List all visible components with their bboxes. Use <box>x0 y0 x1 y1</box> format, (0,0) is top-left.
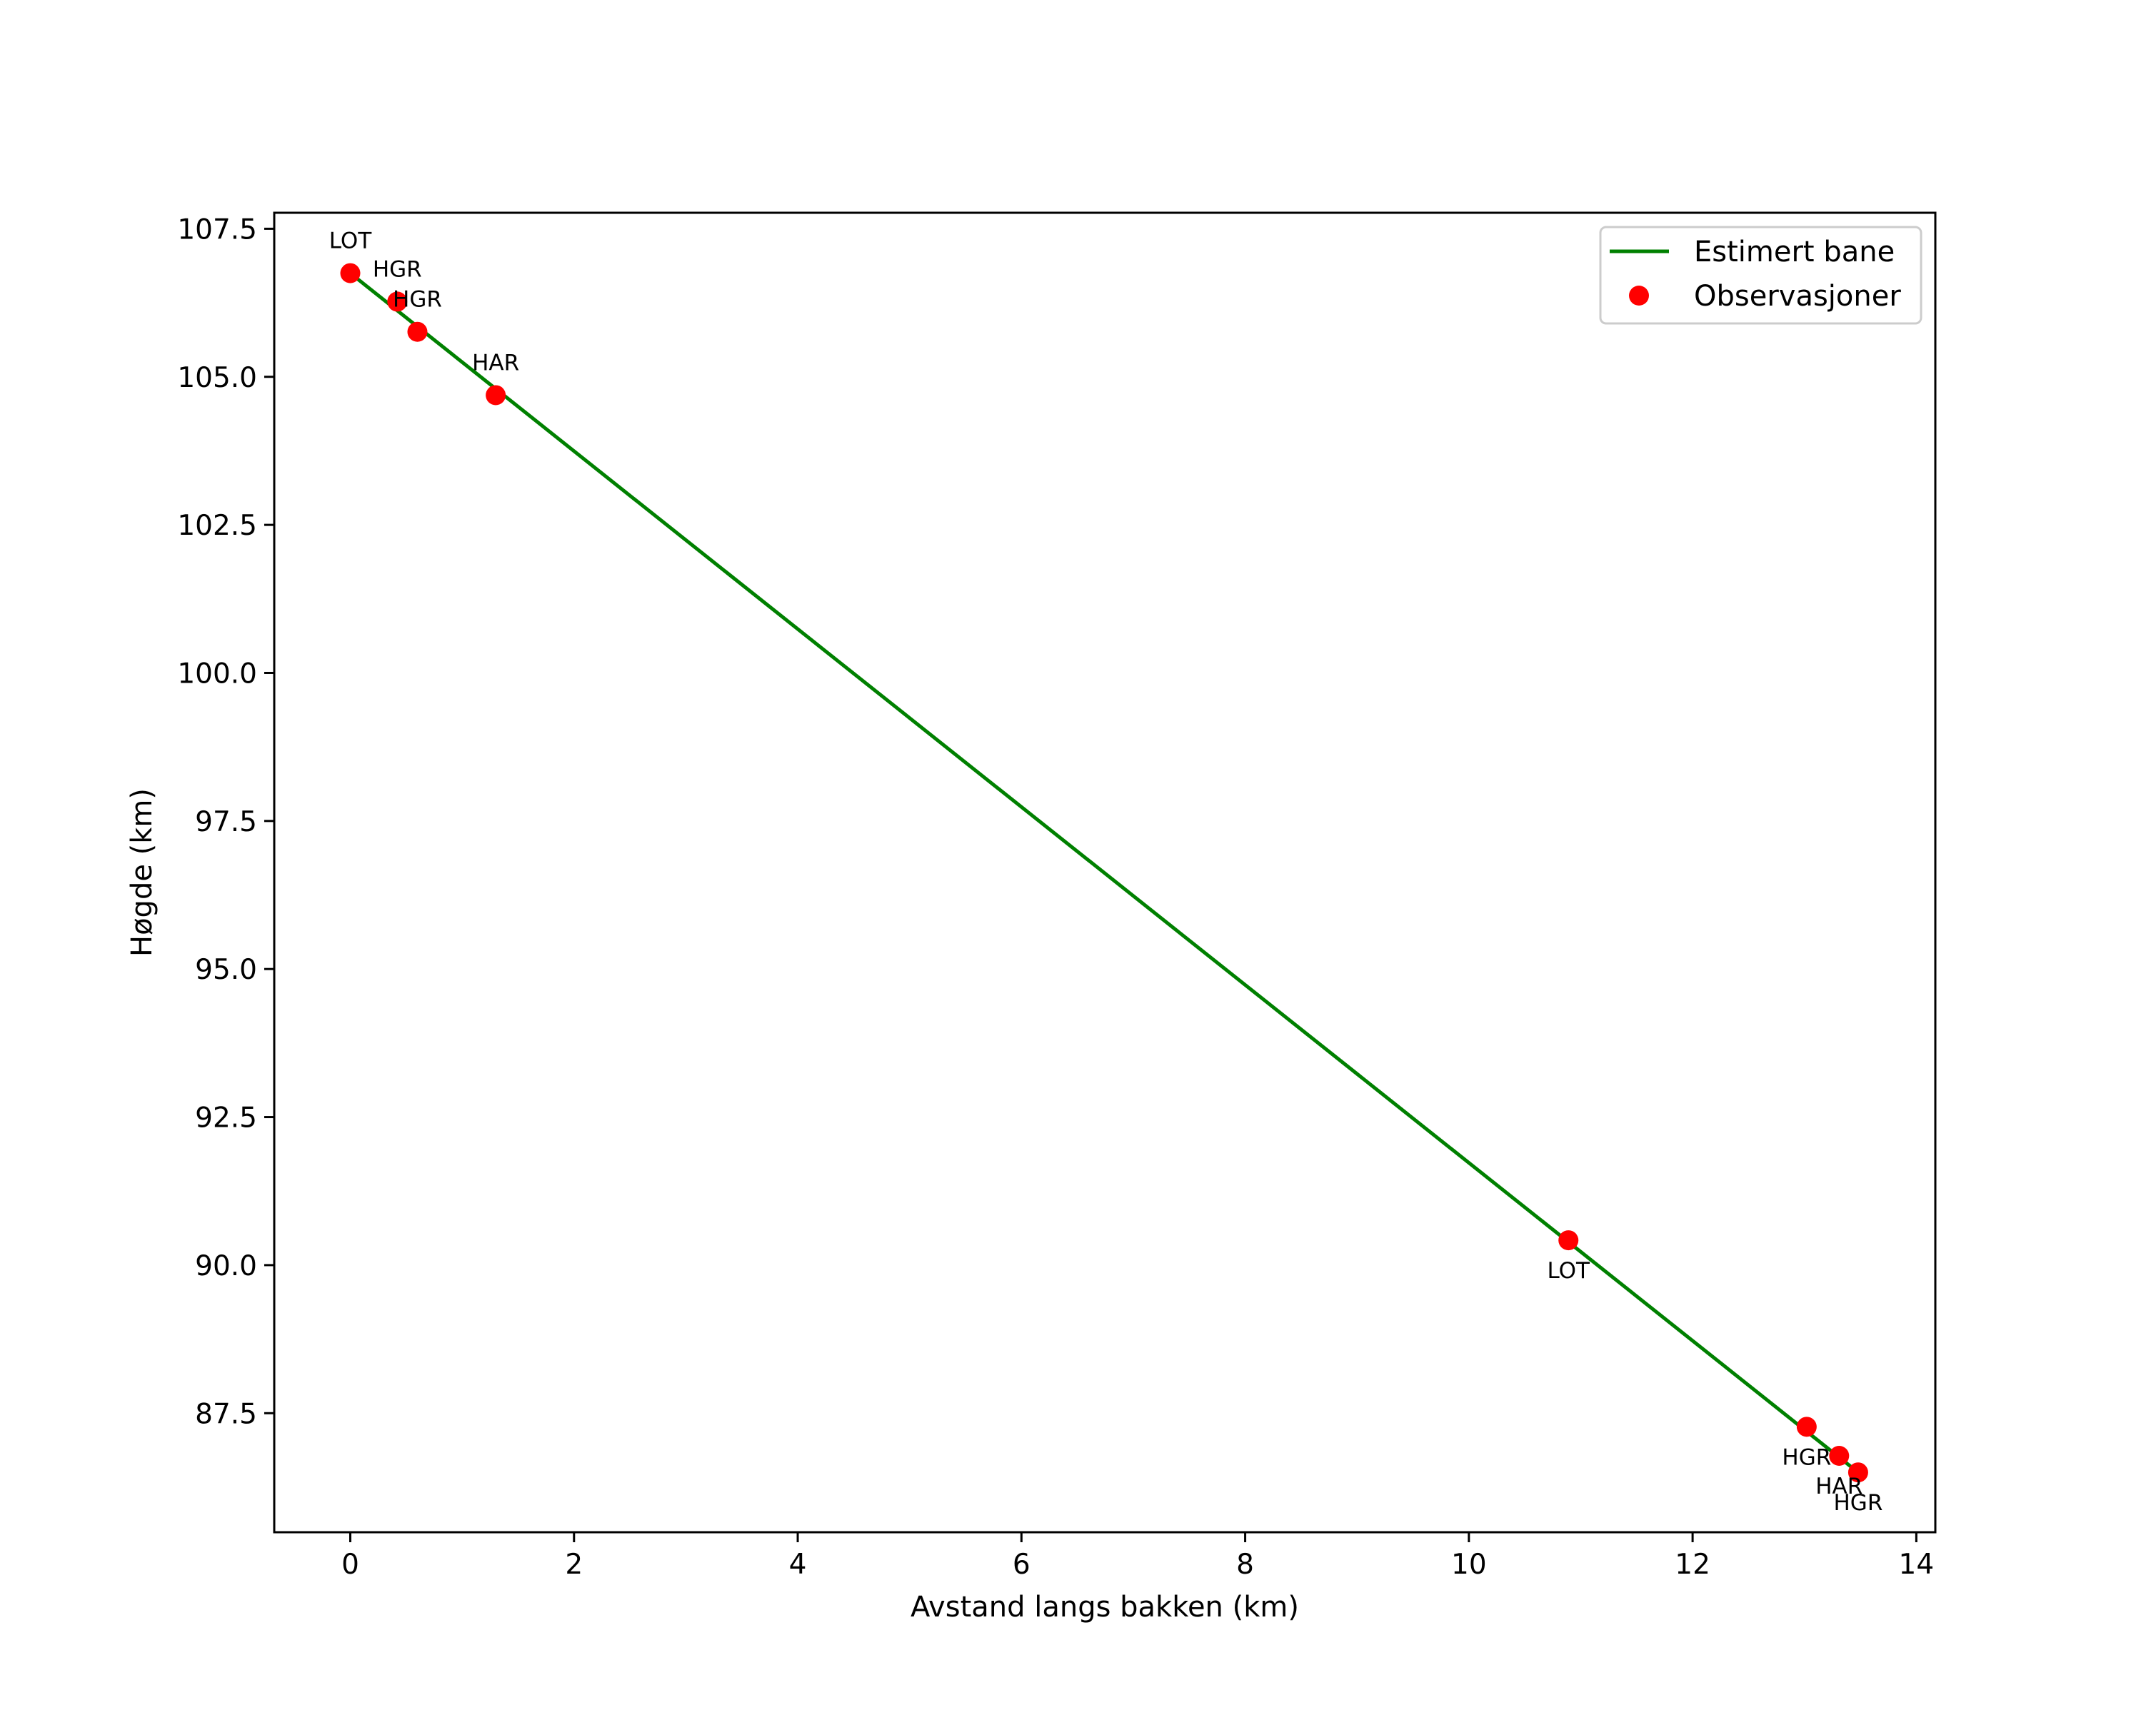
station-label: LOT <box>329 228 373 254</box>
y-tick-label: 100.0 <box>177 658 257 690</box>
observation-marker <box>1558 1230 1579 1251</box>
x-axis-ticks: 0 2 4 6 8 10 12 14 <box>341 1532 1934 1581</box>
observation-marker <box>1829 1446 1850 1467</box>
observation-marker <box>1847 1462 1868 1483</box>
legend-label-observations: Observasjoner <box>1694 280 1901 313</box>
y-axis-label: Høgde (km) <box>126 788 159 957</box>
estimated-path-line <box>349 271 1860 1474</box>
y-axis-ticks: 87.5 90.0 92.5 95.0 97.5 100.0 102.5 105.0 107.5 <box>177 213 274 1430</box>
observation-marker <box>407 321 428 342</box>
observation-marker <box>340 263 361 283</box>
observation-marker <box>486 385 506 406</box>
station-label: LOT <box>1547 1258 1590 1284</box>
station-label: HGR <box>1782 1444 1831 1470</box>
y-tick-label: 92.5 <box>195 1102 257 1135</box>
legend-box <box>1599 226 1922 325</box>
observation-marker <box>387 291 408 312</box>
x-tick-label: 0 <box>341 1549 359 1581</box>
station-label: HGR <box>393 287 442 313</box>
x-tick-label: 12 <box>1675 1549 1710 1581</box>
y-tick-label: 105.0 <box>177 362 257 394</box>
x-tick-label: 6 <box>1013 1549 1031 1581</box>
legend-dot-swatch-icon <box>1629 286 1649 306</box>
y-tick-label: 97.5 <box>195 806 257 838</box>
legend-label-estimated-path: Estimert bane <box>1694 236 1895 268</box>
station-label: HAR <box>1815 1474 1862 1499</box>
y-tick-label: 102.5 <box>177 510 257 542</box>
observation-marker <box>1796 1417 1817 1437</box>
station-label: HAR <box>472 350 519 376</box>
axes-frame <box>273 211 1937 1534</box>
x-tick-label: 2 <box>565 1549 583 1581</box>
legend: Estimert bane Observasjoner <box>1599 226 1922 325</box>
x-axis-label: Avstand langs bakken (km) <box>911 1591 1299 1624</box>
y-tick-label: 95.0 <box>195 954 257 986</box>
y-tick-label: 107.5 <box>177 213 257 246</box>
station-label: HGR <box>373 256 422 282</box>
station-label: HGR <box>1833 1490 1882 1516</box>
x-tick-label: 4 <box>789 1549 807 1581</box>
x-tick-label: 10 <box>1451 1549 1487 1581</box>
x-tick-label: 8 <box>1236 1549 1254 1581</box>
y-tick-label: 90.0 <box>195 1250 257 1282</box>
y-tick-label: 87.5 <box>195 1398 257 1430</box>
x-tick-label: 14 <box>1899 1549 1935 1581</box>
